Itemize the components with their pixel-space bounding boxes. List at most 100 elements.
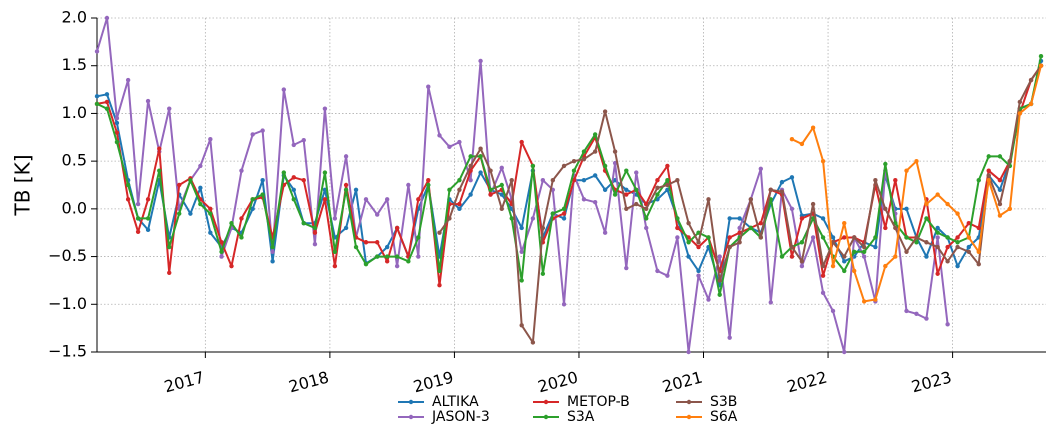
legend-label: JASON-3: [431, 409, 490, 425]
data-point: [157, 168, 162, 173]
data-point: [157, 146, 162, 151]
data-point: [176, 182, 182, 188]
data-point: [198, 201, 203, 207]
data-point: [416, 235, 421, 240]
data-point: [706, 297, 711, 302]
legend-label: S3A: [567, 409, 595, 425]
data-point: [924, 216, 929, 221]
data-point: [997, 201, 1003, 207]
data-point: [530, 163, 536, 169]
data-point: [260, 178, 265, 183]
legend-marker: [408, 399, 414, 405]
data-point: [519, 323, 524, 328]
data-point: [208, 136, 213, 142]
data-point: [789, 175, 795, 180]
data-point: [842, 235, 847, 240]
data-point: [820, 235, 826, 240]
data-point: [830, 308, 836, 314]
data-point: [986, 154, 991, 159]
data-point: [810, 201, 816, 207]
data-point: [644, 225, 649, 231]
data-point: [125, 182, 131, 188]
data-point: [883, 161, 888, 167]
data-point: [519, 278, 524, 283]
data-point: [986, 173, 991, 178]
data-point: [375, 212, 380, 217]
data-point: [924, 201, 929, 207]
data-point: [198, 163, 203, 169]
data-point: [488, 192, 493, 197]
data-point: [768, 300, 773, 305]
data-point: [114, 130, 120, 135]
data-point: [270, 244, 275, 250]
data-point: [914, 235, 919, 240]
data-point: [332, 216, 338, 221]
data-point: [737, 216, 742, 221]
data-point: [322, 106, 328, 111]
data-point: [737, 240, 742, 245]
data-point: [581, 149, 587, 154]
data-point: [394, 254, 400, 259]
data-point: [457, 187, 462, 192]
data-point: [114, 139, 120, 145]
data-point: [571, 158, 577, 164]
data-point: [312, 241, 318, 247]
data-point: [291, 175, 296, 180]
data-point: [478, 58, 483, 64]
data-point: [924, 240, 929, 245]
data-point: [571, 168, 577, 173]
data-point: [519, 225, 524, 231]
data-point: [384, 244, 390, 250]
data-point: [955, 244, 960, 250]
data-point: [904, 235, 909, 240]
data-point: [914, 240, 919, 245]
data-point: [384, 254, 390, 259]
data-point: [955, 263, 960, 269]
data-point: [737, 225, 742, 231]
data-point: [426, 178, 431, 183]
data-point: [686, 220, 691, 226]
data-point: [94, 101, 100, 107]
data-point: [540, 225, 546, 231]
data-point: [644, 206, 649, 212]
data-point: [612, 149, 618, 154]
data-point: [893, 225, 898, 231]
data-point: [519, 249, 524, 254]
data-point: [634, 187, 639, 192]
data-point: [997, 213, 1003, 218]
data-point: [135, 229, 141, 234]
data-point: [706, 197, 711, 202]
data-point: [624, 187, 629, 192]
data-point: [873, 244, 878, 250]
data-point: [301, 220, 306, 226]
data-point: [270, 259, 275, 264]
data-point: [935, 235, 940, 240]
data-point: [655, 185, 660, 191]
data-point: [914, 311, 919, 317]
data-point: [914, 158, 919, 164]
data-point: [976, 178, 981, 183]
data-point: [561, 216, 567, 221]
data-point: [624, 168, 629, 173]
data-point: [810, 216, 816, 221]
data-point: [145, 227, 151, 233]
data-point: [820, 216, 826, 221]
data-point: [686, 240, 691, 245]
data-point: [789, 254, 795, 259]
y-tick-label: 1.5: [62, 55, 87, 74]
data-point: [696, 244, 701, 250]
data-point: [945, 259, 950, 264]
data-point: [114, 116, 120, 121]
data-point: [830, 263, 836, 269]
data-point: [820, 158, 826, 164]
data-point: [571, 178, 577, 183]
data-point: [861, 299, 867, 304]
data-point: [748, 225, 754, 231]
data-point: [955, 235, 960, 240]
data-point: [592, 173, 598, 178]
y-tick-label: 2.0: [62, 8, 87, 27]
data-point: [861, 244, 867, 250]
data-point: [592, 132, 598, 137]
data-point: [94, 49, 100, 54]
data-point: [602, 187, 608, 192]
